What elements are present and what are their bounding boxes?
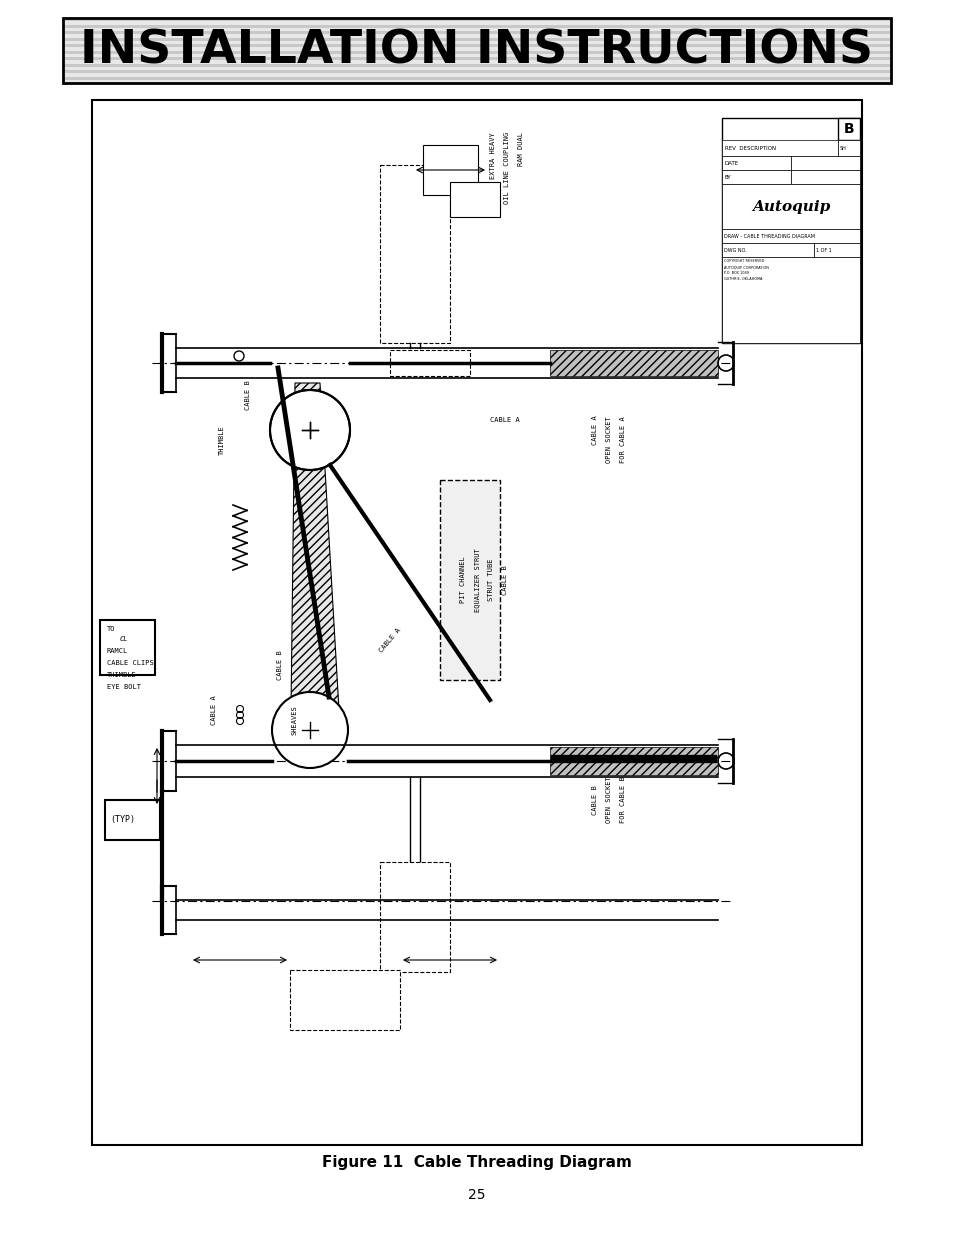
Bar	[63, 31, 890, 35]
Bar	[721, 140, 837, 156]
Text: EYE BOLT: EYE BOLT	[107, 684, 141, 690]
Polygon shape	[291, 383, 338, 710]
Text: EXTRA HEAVY: EXTRA HEAVY	[490, 132, 496, 179]
Bar	[63, 35, 890, 37]
Text: BY: BY	[724, 174, 731, 179]
Text: 1 OF 1: 1 OF 1	[815, 247, 831, 252]
Text: CABLE B: CABLE B	[592, 785, 598, 815]
Bar	[837, 140, 859, 156]
Bar	[379, 862, 450, 972]
Text: INSTALLATION INSTRUCTIONS: INSTALLATION INSTRUCTIONS	[80, 28, 873, 73]
Text: CABLE B: CABLE B	[501, 566, 507, 595]
Text: RAMCL: RAMCL	[107, 648, 128, 655]
Bar	[390, 350, 470, 375]
Bar	[63, 19, 890, 83]
Text: FOR CABLE B: FOR CABLE B	[619, 777, 625, 824]
Bar	[422, 144, 477, 195]
Text: 25: 25	[468, 1188, 485, 1202]
Bar	[721, 228, 859, 243]
Bar	[63, 54, 890, 57]
Bar	[63, 57, 890, 61]
Bar	[550, 350, 718, 375]
Bar	[813, 243, 859, 257]
Bar	[63, 63, 890, 67]
Bar	[837, 119, 859, 140]
Text: STRUT TUBE: STRUT TUBE	[488, 558, 494, 601]
Bar	[790, 156, 859, 170]
Bar	[450, 182, 499, 217]
Bar	[63, 19, 890, 21]
Circle shape	[272, 692, 348, 768]
Text: REV  DESCRIPTION: REV DESCRIPTION	[724, 146, 776, 151]
Text: P.O. BOX 1089: P.O. BOX 1089	[723, 270, 748, 275]
Text: CABLE A: CABLE A	[490, 417, 519, 424]
Text: CABLE CLIPS: CABLE CLIPS	[107, 659, 153, 666]
Bar	[63, 37, 890, 41]
Text: CABLE A: CABLE A	[377, 626, 401, 653]
Bar	[721, 119, 859, 343]
Text: FOR CABLE A: FOR CABLE A	[619, 416, 625, 463]
Bar	[63, 44, 890, 47]
Bar	[63, 61, 890, 63]
Circle shape	[270, 390, 350, 471]
Text: TO: TO	[107, 626, 115, 632]
Text: THIMBLE: THIMBLE	[107, 672, 136, 678]
Text: RAM DUAL: RAM DUAL	[517, 132, 523, 165]
Text: CABLE B: CABLE B	[245, 380, 251, 410]
Bar	[63, 67, 890, 70]
Text: Figure 11  Cable Threading Diagram: Figure 11 Cable Threading Diagram	[322, 1156, 631, 1171]
Bar	[721, 257, 859, 343]
Bar	[439, 480, 499, 680]
Text: PIT CHANNEL: PIT CHANNEL	[459, 557, 465, 604]
Bar	[63, 21, 890, 25]
Text: DATE: DATE	[724, 161, 739, 165]
Bar	[105, 800, 160, 840]
Bar	[422, 144, 477, 195]
Bar	[721, 243, 813, 257]
Bar	[91, 100, 862, 1145]
Text: DWG NO.: DWG NO.	[723, 247, 746, 252]
Bar	[550, 747, 718, 776]
Bar	[63, 77, 890, 80]
Text: SHEAVES: SHEAVES	[292, 705, 297, 735]
Bar	[63, 51, 890, 54]
Text: OIL LINE COUPLING: OIL LINE COUPLING	[503, 132, 510, 204]
Bar	[721, 184, 859, 228]
Text: (TYP): (TYP)	[110, 815, 135, 825]
Text: CABLE A: CABLE A	[592, 415, 598, 445]
Bar	[63, 73, 890, 77]
Text: OPEN SOCKET: OPEN SOCKET	[605, 416, 612, 463]
Bar	[63, 47, 890, 51]
Bar	[290, 969, 399, 1030]
Bar	[63, 80, 890, 83]
Bar	[63, 41, 890, 44]
Bar	[790, 170, 859, 184]
Text: B: B	[842, 122, 854, 136]
Bar	[379, 165, 450, 343]
Text: OPEN SOCKET: OPEN SOCKET	[605, 777, 612, 824]
Text: GUTHRIE, OKLAHOMA: GUTHRIE, OKLAHOMA	[723, 277, 761, 282]
Text: CABLE A: CABLE A	[211, 695, 216, 725]
Text: AUTOQUIP CORPORATION: AUTOQUIP CORPORATION	[723, 266, 768, 269]
Bar	[100, 620, 154, 676]
Bar	[63, 70, 890, 73]
Text: SH: SH	[840, 146, 846, 151]
Bar	[721, 156, 790, 170]
Text: DRAW - CABLE THREADING DIAGRAM: DRAW - CABLE THREADING DIAGRAM	[723, 233, 814, 238]
Text: CL: CL	[120, 636, 129, 642]
Text: EQUALIZER STRUT: EQUALIZER STRUT	[474, 548, 479, 611]
Bar	[721, 170, 790, 184]
Text: CABLE B: CABLE B	[276, 650, 283, 680]
Text: COPYRIGHT RESERVED: COPYRIGHT RESERVED	[723, 259, 763, 263]
Text: Autoquip: Autoquip	[751, 200, 829, 214]
Bar	[63, 27, 890, 31]
Text: THIMBLE: THIMBLE	[219, 425, 225, 454]
Bar	[63, 25, 890, 27]
